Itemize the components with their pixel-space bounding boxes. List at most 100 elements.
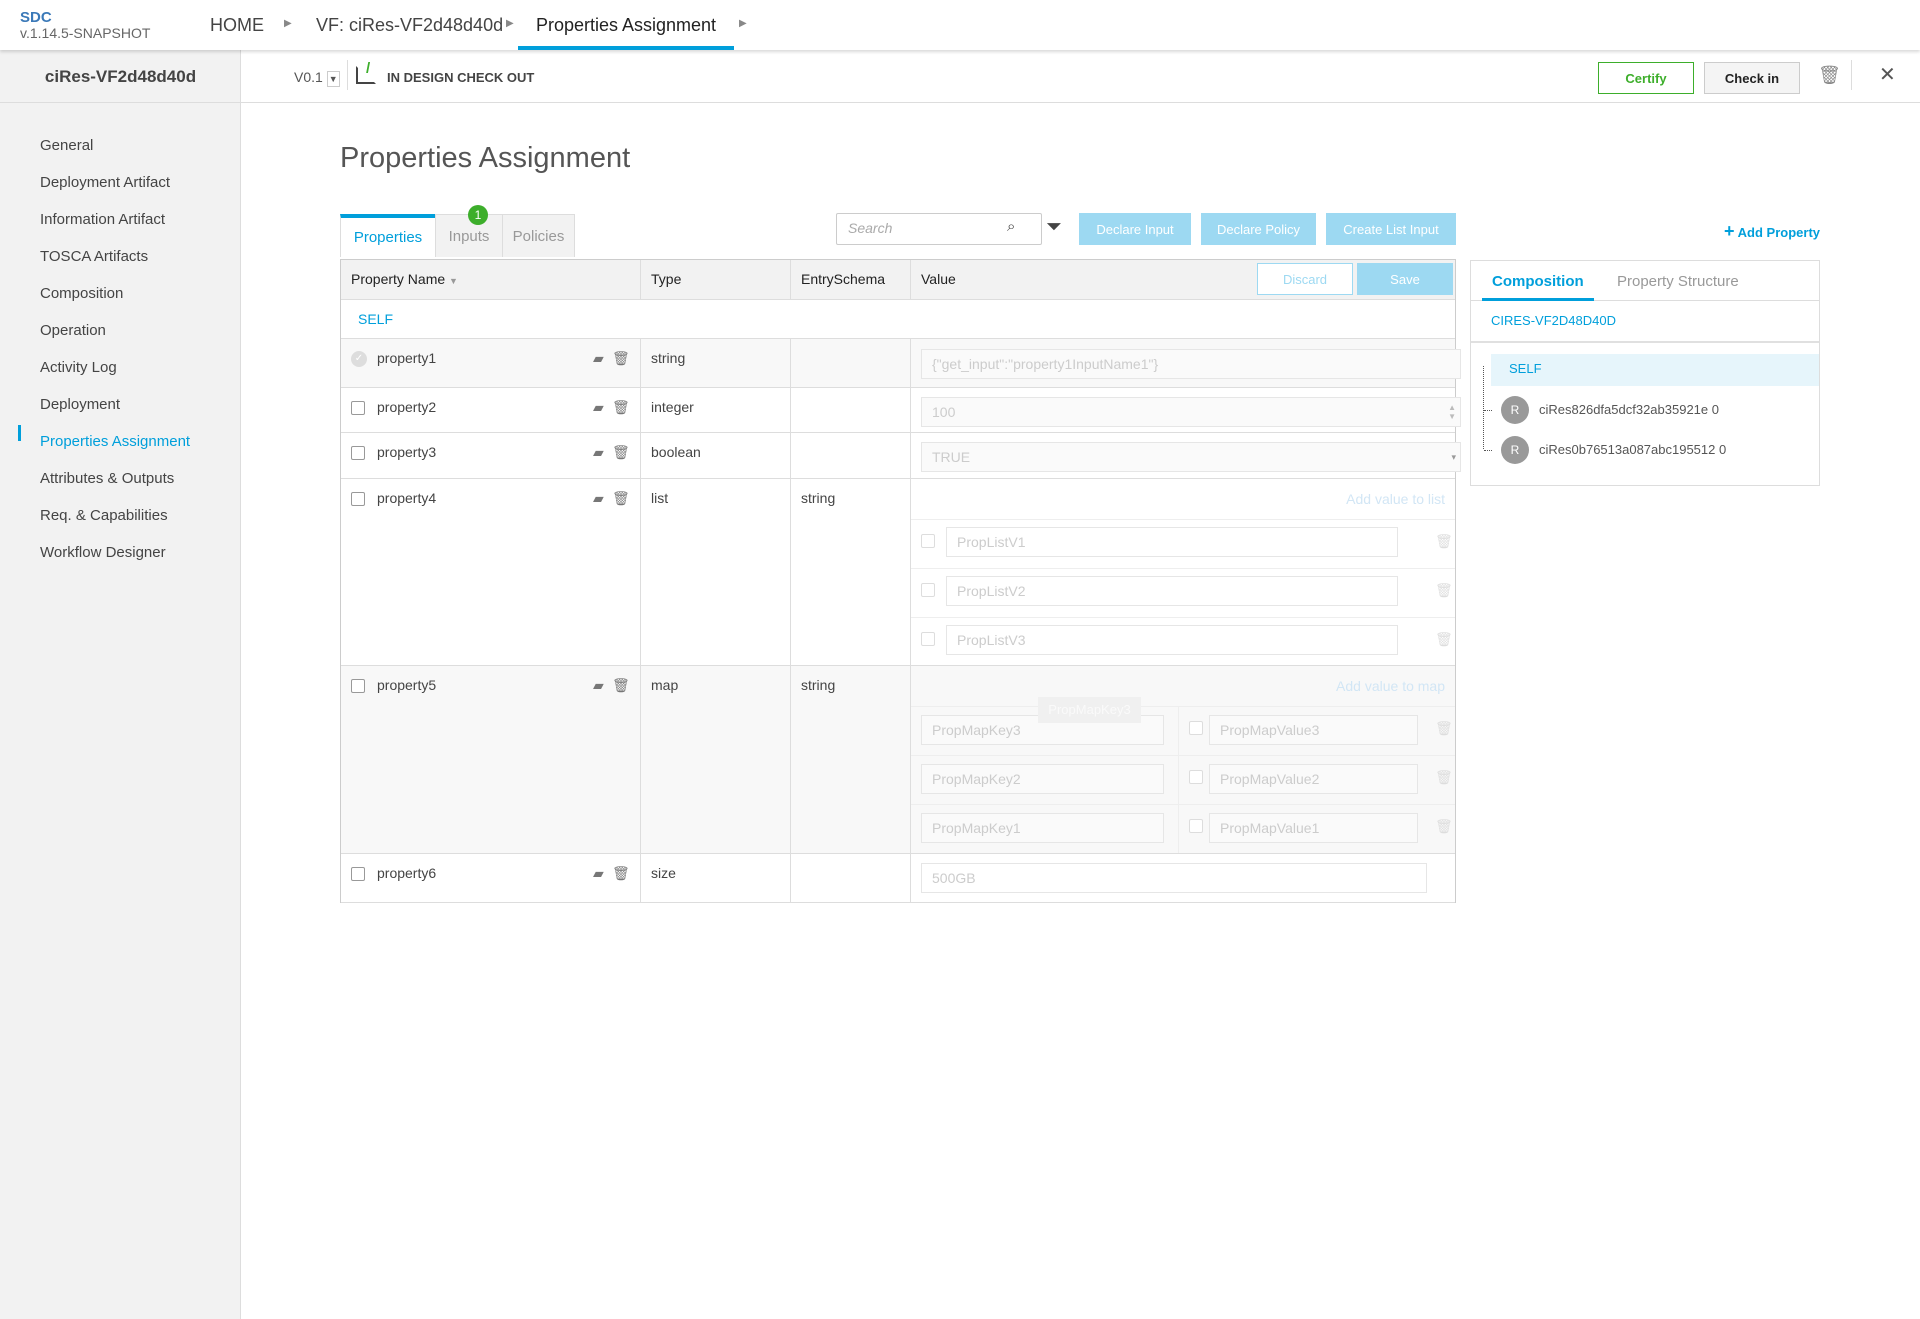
comment-icon[interactable]: ▰ <box>593 865 604 881</box>
sidebar-item[interactable]: Req. & Capabilities <box>40 507 168 524</box>
list-item-input[interactable]: PropListV2 <box>946 576 1398 606</box>
certify-button[interactable]: Certify <box>1598 62 1694 94</box>
trash-icon[interactable]: 🗑 <box>1435 631 1453 647</box>
version-select[interactable]: V0.1 ▼ <box>294 69 340 87</box>
value-input[interactable]: {"get_input":"property1InputName1"} <box>921 349 1461 379</box>
table-row: property3 ▰ 🗑 boolean TRUE ▾ <box>341 433 1461 479</box>
breadcrumb-properties-assignment[interactable]: Properties Assignment <box>518 0 734 50</box>
close-icon[interactable]: ✕ <box>1879 64 1896 86</box>
breadcrumb-home[interactable]: HOME <box>210 15 264 35</box>
checkout-icon: / <box>356 60 376 84</box>
header-property-name[interactable]: Property Name ▼ <box>351 271 458 287</box>
comment-icon[interactable]: ▰ <box>593 444 604 460</box>
tree-item-self[interactable]: SELF <box>1491 354 1819 386</box>
map-entry-checkbox[interactable] <box>1189 721 1203 735</box>
map-value-input[interactable]: PropMapValue2 <box>1209 764 1418 794</box>
sidebar-item[interactable]: Properties Assignment <box>40 433 191 450</box>
tab-property-structure[interactable]: Property Structure <box>1617 273 1739 290</box>
caret-down-icon: ▼ <box>326 71 340 87</box>
row-checkbox[interactable] <box>351 679 365 693</box>
trash-icon[interactable]: 🗑 <box>612 865 630 881</box>
value-text: 100 <box>932 404 956 420</box>
trash-icon[interactable]: 🗑 <box>1435 720 1453 736</box>
row-checkbox[interactable] <box>351 867 365 881</box>
app-version: v.1.14.5-SNAPSHOT <box>20 25 151 41</box>
declare-input-button[interactable]: Declare Input <box>1079 213 1191 245</box>
sidebar-item[interactable]: Deployment <box>40 396 121 413</box>
row-checkbox[interactable] <box>351 446 365 460</box>
lifecycle-status: IN DESIGN CHECK OUT <box>387 70 535 85</box>
trash-icon[interactable]: 🗑 <box>1435 769 1453 785</box>
list-item-checkbox[interactable] <box>921 583 935 597</box>
tab-policies[interactable]: Policies <box>502 214 575 257</box>
save-button[interactable]: Save <box>1357 263 1453 295</box>
tab-composition[interactable]: Composition <box>1482 273 1594 301</box>
list-item-checkbox[interactable] <box>921 632 935 646</box>
value-input[interactable]: TRUE ▾ <box>921 442 1461 472</box>
list-item-input[interactable]: PropListV3 <box>946 625 1398 655</box>
sidebar-item[interactable]: TOSCA Artifacts <box>40 248 149 265</box>
trash-icon[interactable]: 🗑 <box>612 490 630 506</box>
list-item-value: PropListV2 <box>957 583 1026 599</box>
comment-icon[interactable]: ▰ <box>593 490 604 506</box>
comment-icon[interactable]: ▰ <box>593 399 604 415</box>
trash-icon[interactable]: 🗑 <box>1818 65 1841 85</box>
comment-icon[interactable]: ▰ <box>593 677 604 693</box>
trash-icon[interactable]: 🗑 <box>612 444 630 460</box>
declare-policy-button[interactable]: Declare Policy <box>1201 213 1316 245</box>
tab-inputs[interactable]: Inputs <box>435 214 503 257</box>
group-row: SELF <box>341 300 1455 339</box>
filter-icon[interactable]: ⏷ <box>1046 216 1062 238</box>
tab-properties[interactable]: Properties <box>340 214 436 257</box>
map-value-input[interactable]: PropMapValue3 <box>1209 715 1418 745</box>
map-key-input[interactable]: PropMapKey1 <box>921 813 1164 843</box>
check-in-button[interactable]: Check in <box>1704 62 1800 94</box>
divider <box>347 60 348 90</box>
value-input[interactable]: 100 ▲ ▼ <box>921 397 1461 427</box>
sidebar-item[interactable]: Workflow Designer <box>40 544 166 561</box>
table-row: property2 ▰ 🗑 integer 100 ▲ ▼ <box>341 388 1461 433</box>
caret-down-icon[interactable]: ▾ <box>1451 451 1456 462</box>
avatar: R <box>1501 436 1529 464</box>
trash-icon[interactable]: 🗑 <box>1435 533 1453 549</box>
sidebar-item[interactable]: Deployment Artifact <box>40 174 171 191</box>
sidebar-item[interactable]: Operation <box>40 322 106 339</box>
sidebar-item[interactable]: Information Artifact <box>40 211 166 228</box>
trash-icon[interactable]: 🗑 <box>1435 818 1453 834</box>
comment-icon[interactable]: ▰ <box>593 350 604 366</box>
trash-icon[interactable]: 🗑 <box>612 399 630 415</box>
breadcrumb-vf[interactable]: VF: ciRes-VF2d48d40d <box>316 15 504 35</box>
map-entry-checkbox[interactable] <box>1189 819 1203 833</box>
add-property-button[interactable]: + Add Property <box>1724 221 1820 242</box>
composition-root[interactable]: CIRES-VF2D48D40D <box>1491 313 1616 328</box>
header-entry-schema: EntrySchema <box>801 271 886 287</box>
row-checkbox[interactable] <box>351 492 365 506</box>
stepper-icon[interactable]: ▲ ▼ <box>1448 403 1456 421</box>
header-value: Value <box>921 271 956 287</box>
list-item-input[interactable]: PropListV1 <box>946 527 1398 557</box>
sidebar-item[interactable]: General <box>40 137 94 154</box>
create-list-input-button[interactable]: Create List Input <box>1326 213 1456 245</box>
list-item-checkbox[interactable] <box>921 534 935 548</box>
discard-button[interactable]: Discard <box>1257 263 1353 295</box>
map-value-input[interactable]: PropMapValue1 <box>1209 813 1418 843</box>
trash-icon[interactable]: 🗑 <box>1435 582 1453 598</box>
add-value-to-map-link[interactable]: Add value to map <box>1336 678 1445 694</box>
property-type: string <box>651 350 686 366</box>
trash-icon[interactable]: 🗑 <box>612 677 630 693</box>
property-name: property1 <box>377 350 437 366</box>
sidebar-item[interactable]: Attributes & Outputs <box>40 470 175 487</box>
divider <box>1851 60 1852 90</box>
instance-name: ciRes0b76513a087abc195512 0 <box>1539 442 1727 457</box>
map-entry-checkbox[interactable] <box>1189 770 1203 784</box>
map-key-input[interactable]: PropMapKey2 <box>921 764 1164 794</box>
search-input[interactable]: Search ⌕ <box>836 213 1042 245</box>
add-value-to-list-link[interactable]: Add value to list <box>1346 491 1445 507</box>
sidebar-item[interactable]: Composition <box>40 285 124 302</box>
value-input[interactable]: 500GB <box>921 863 1427 893</box>
sidebar-item[interactable]: Activity Log <box>40 359 117 376</box>
trash-icon[interactable]: 🗑 <box>612 350 630 366</box>
row-checkbox[interactable] <box>351 401 365 415</box>
